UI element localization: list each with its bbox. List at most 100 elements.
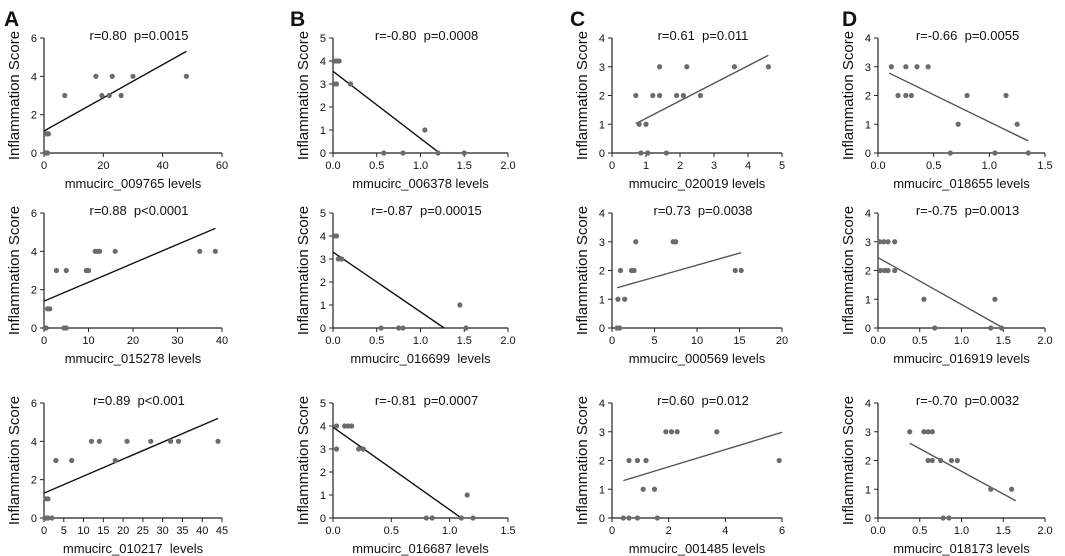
chart-c2: 0 1 2 3 4 0 5 10 15 20 r=0.73 p=0.0038 mmucirc_0005… xyxy=(574,203,788,366)
x-tick-label: 3 xyxy=(711,160,717,172)
data-point xyxy=(636,121,642,127)
y-tick-label: 1 xyxy=(599,294,605,306)
x-tick-label: 4 xyxy=(722,525,728,537)
x-tick-label: 1.0 xyxy=(954,525,969,537)
data-point xyxy=(684,64,690,70)
y-tick-label: 4 xyxy=(31,246,37,258)
x-tick-label: 0 xyxy=(41,335,47,347)
x-tick-label: 45 xyxy=(216,525,228,537)
x-tick-label: 2.0 xyxy=(1037,525,1052,537)
y-tick-label: 6 xyxy=(31,398,37,410)
x-tick-label: 0 xyxy=(41,160,47,172)
data-point xyxy=(892,267,898,274)
y-tick-label: 2 xyxy=(31,285,37,297)
stats-annotation: r=-0.70 p=0.0032 xyxy=(916,393,1019,408)
stats-annotation: r=0.88 p<0.0001 xyxy=(89,203,188,218)
data-point xyxy=(645,150,651,156)
x-tick-label: 15 xyxy=(97,525,109,537)
y-tick-label: 0 xyxy=(865,323,871,335)
data-point xyxy=(43,325,49,331)
data-point xyxy=(940,515,946,521)
data-point xyxy=(45,515,51,521)
data-point xyxy=(429,515,435,521)
data-point xyxy=(992,296,998,302)
x-tick-label: 1.0 xyxy=(413,335,428,347)
x-tick-label: 1.5 xyxy=(996,335,1011,347)
data-point xyxy=(457,302,463,308)
data-point xyxy=(183,73,189,79)
data-point xyxy=(881,239,887,245)
data-point xyxy=(349,423,355,429)
y-tick-label: 1 xyxy=(320,490,326,502)
data-point xyxy=(53,457,59,464)
y-axis-label: Inflammation Score xyxy=(295,31,312,160)
data-point xyxy=(106,92,112,99)
chart-c1: 0 1 2 3 4 0 1 2 3 4 5 r=0.61 p=0.011 mmucirc_020019 … xyxy=(574,28,785,191)
y-tick-label: 3 xyxy=(865,237,871,249)
panel-letter-b: B xyxy=(290,8,305,31)
data-point xyxy=(96,438,102,444)
data-point xyxy=(877,239,883,245)
y-axis-label: Inflammation Score xyxy=(840,31,857,160)
chart-a2: 0 2 4 6 0 10 20 30 40 r=0.88 p<0.0001 mmucirc_0152… xyxy=(6,203,228,366)
data-point xyxy=(400,150,406,156)
x-tick-label: 0.5 xyxy=(384,525,399,537)
y-tick-label: 5 xyxy=(320,208,326,220)
data-point xyxy=(885,239,891,245)
chart-b2: 0 1 2 3 4 5 0.0 0.5 1.0 1.5 2.0 r=-0.87 p=0.00015 mm… xyxy=(295,203,516,366)
data-point xyxy=(461,150,467,156)
x-tick-label: 0 xyxy=(609,160,615,172)
data-point xyxy=(663,429,669,435)
data-point xyxy=(634,457,641,464)
data-point xyxy=(45,131,52,137)
data-point xyxy=(167,438,174,444)
y-tick-label: 1 xyxy=(320,125,326,137)
data-point xyxy=(954,457,960,464)
data-point xyxy=(885,267,891,274)
data-point xyxy=(617,325,623,331)
x-tick-label: 0 xyxy=(609,335,615,347)
data-point xyxy=(1014,121,1020,127)
data-point xyxy=(657,64,663,70)
x-tick-label: 40 xyxy=(196,525,208,537)
data-point xyxy=(992,150,998,156)
data-point xyxy=(668,429,675,435)
y-tick-label: 2 xyxy=(865,456,871,468)
data-point xyxy=(914,64,920,70)
stats-annotation: r=-0.81 p=0.0007 xyxy=(375,393,478,408)
data-point xyxy=(731,64,738,70)
data-point xyxy=(925,457,931,464)
data-point xyxy=(215,438,221,444)
y-tick-label: 4 xyxy=(320,231,326,243)
x-tick-label: 1.5 xyxy=(457,335,472,347)
y-tick-label: 2 xyxy=(865,266,871,278)
data-point xyxy=(85,267,92,274)
y-tick-label: 2 xyxy=(320,102,326,114)
x-tick-label: 0.5 xyxy=(369,160,384,172)
data-point xyxy=(458,515,464,521)
data-point xyxy=(908,92,915,99)
data-point xyxy=(99,92,105,99)
x-tick-label: 20 xyxy=(117,525,129,537)
x-tick-label: 20 xyxy=(97,160,109,172)
data-point xyxy=(333,446,340,452)
y-tick-label: 5 xyxy=(320,33,326,45)
data-point xyxy=(212,248,218,254)
x-tick-label: 5 xyxy=(651,335,657,347)
x-tick-label: 1.0 xyxy=(413,160,428,172)
data-point xyxy=(964,92,970,99)
y-tick-label: 0 xyxy=(320,148,326,160)
stats-annotation: r=0.89 p<0.001 xyxy=(93,393,185,408)
y-axis-label: Inflammation Score xyxy=(574,206,591,335)
data-point xyxy=(93,73,99,79)
data-point xyxy=(765,64,772,70)
x-tick-label: 40 xyxy=(216,335,228,347)
stats-annotation: r=-0.66 p=0.0055 xyxy=(916,28,1019,43)
data-point xyxy=(1025,150,1031,156)
x-tick-label: 15 xyxy=(733,335,745,347)
data-point xyxy=(921,296,927,302)
data-point xyxy=(622,296,628,302)
y-tick-label: 4 xyxy=(599,398,605,410)
y-tick-label: 1 xyxy=(865,484,871,496)
x-tick-label: 40 xyxy=(157,160,169,172)
